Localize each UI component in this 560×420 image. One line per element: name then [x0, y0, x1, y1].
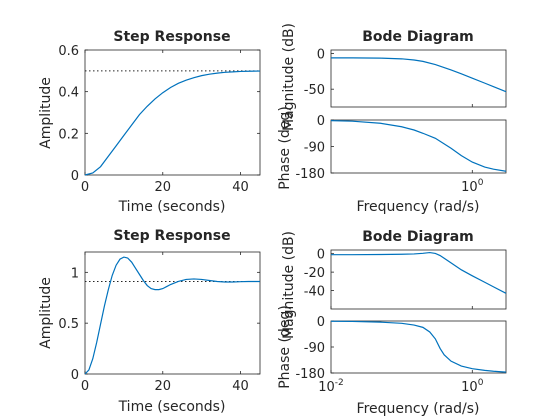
x-tick-label-bottom-2: 40 [232, 379, 249, 394]
step-response-ylabel-top: Amplitude [38, 77, 54, 149]
y-tick-label-top-2: 0.4 [58, 86, 79, 101]
y-tick-label-top-1: 0.2 [58, 127, 79, 142]
phase-y-tick-label-top-1: -90 [304, 141, 325, 156]
x-tick-label-top-2: 40 [232, 180, 249, 195]
x-tick-label-bottom-1: 20 [155, 379, 172, 394]
phase-y-tick-label-bottom-1: -90 [304, 341, 325, 356]
x-tick-label-bottom-0: 0 [81, 379, 89, 394]
bode-diagram-plot-top: Bode Diagram Frequency (rad/s) Magnitude… [277, 23, 507, 215]
bode-phase-ylabel-top: Phase (deg) [277, 106, 293, 190]
y-tick-label-bottom-1: 0.5 [58, 317, 79, 332]
x-tick-label-top-1: 20 [155, 180, 172, 195]
step-response-curve-bottom [84, 256, 260, 375]
phase-axes-box-bottom [330, 320, 507, 374]
phase-y-tick-label-top-0: 0 [317, 114, 325, 129]
step-response-ylabel-bottom: Amplitude [38, 277, 54, 349]
bode-diagram-title-bottom: Bode Diagram [362, 229, 474, 245]
magnitude-curve-bottom [331, 251, 507, 294]
step-response-curve-top [84, 70, 261, 176]
step-response-title-top: Step Response [113, 29, 230, 45]
x-tick-label-bottom-0: 10-2 [318, 378, 344, 395]
y-tick-label-bottom-2: 1 [71, 266, 79, 281]
phase-curve-top [330, 119, 507, 172]
magnitude-y-tick-label-bottom-0: 0 [317, 248, 325, 263]
bode-diagram-plot-bottom: Bode Diagram Frequency (rad/s) Magnitude… [277, 229, 507, 417]
step-response-plot-top: Step Response Time (seconds) Amplitude 0… [38, 29, 261, 215]
magnitude-y-tick-label-top-1: -50 [304, 83, 325, 98]
bode-magnitude-ylabel-top: Magnitude (dB) [281, 23, 297, 131]
magnitude-curve-top [330, 57, 507, 93]
bode-phase-ylabel-bottom: Phase (deg) [277, 305, 293, 389]
magnitude-y-tick-label-bottom-2: -40 [304, 285, 325, 300]
axes-box-bottom [84, 251, 261, 375]
step-response-xlabel-top: Time (seconds) [118, 199, 226, 215]
bode-diagram-xlabel-bottom: Frequency (rad/s) [357, 401, 480, 417]
phase-y-tick-label-bottom-0: 0 [317, 315, 325, 330]
bode-diagram-title-top: Bode Diagram [362, 29, 474, 45]
bode-diagram-xlabel-top: Frequency (rad/s) [357, 199, 480, 215]
x-tick-label-top-0: 100 [461, 178, 484, 195]
step-response-title-bottom: Step Response [113, 228, 230, 244]
bode-magnitude-ylabel-bottom: Magnitude (dB) [281, 231, 297, 339]
phase-curve-bottom [330, 320, 507, 373]
x-tick-label-top-0: 0 [81, 180, 89, 195]
magnitude-y-tick-label-top-0: 0 [317, 48, 325, 63]
y-tick-label-bottom-0: 0 [71, 368, 79, 383]
magnitude-axes-box-bottom [330, 249, 507, 310]
step-response-xlabel-bottom: Time (seconds) [118, 399, 226, 415]
step-response-plot-bottom: Step Response Time (seconds) Amplitude 0… [38, 228, 261, 415]
magnitude-axes-box-top [330, 49, 507, 108]
y-tick-label-top-0: 0 [71, 169, 79, 184]
phase-y-tick-label-top-2: -180 [295, 167, 325, 182]
phase-y-tick-label-bottom-2: -180 [295, 367, 325, 382]
axes-box-top [84, 49, 261, 176]
magnitude-y-tick-label-bottom-1: -20 [304, 266, 325, 281]
x-tick-label-bottom-1: 100 [461, 378, 484, 395]
y-tick-label-top-3: 0.6 [58, 44, 79, 59]
